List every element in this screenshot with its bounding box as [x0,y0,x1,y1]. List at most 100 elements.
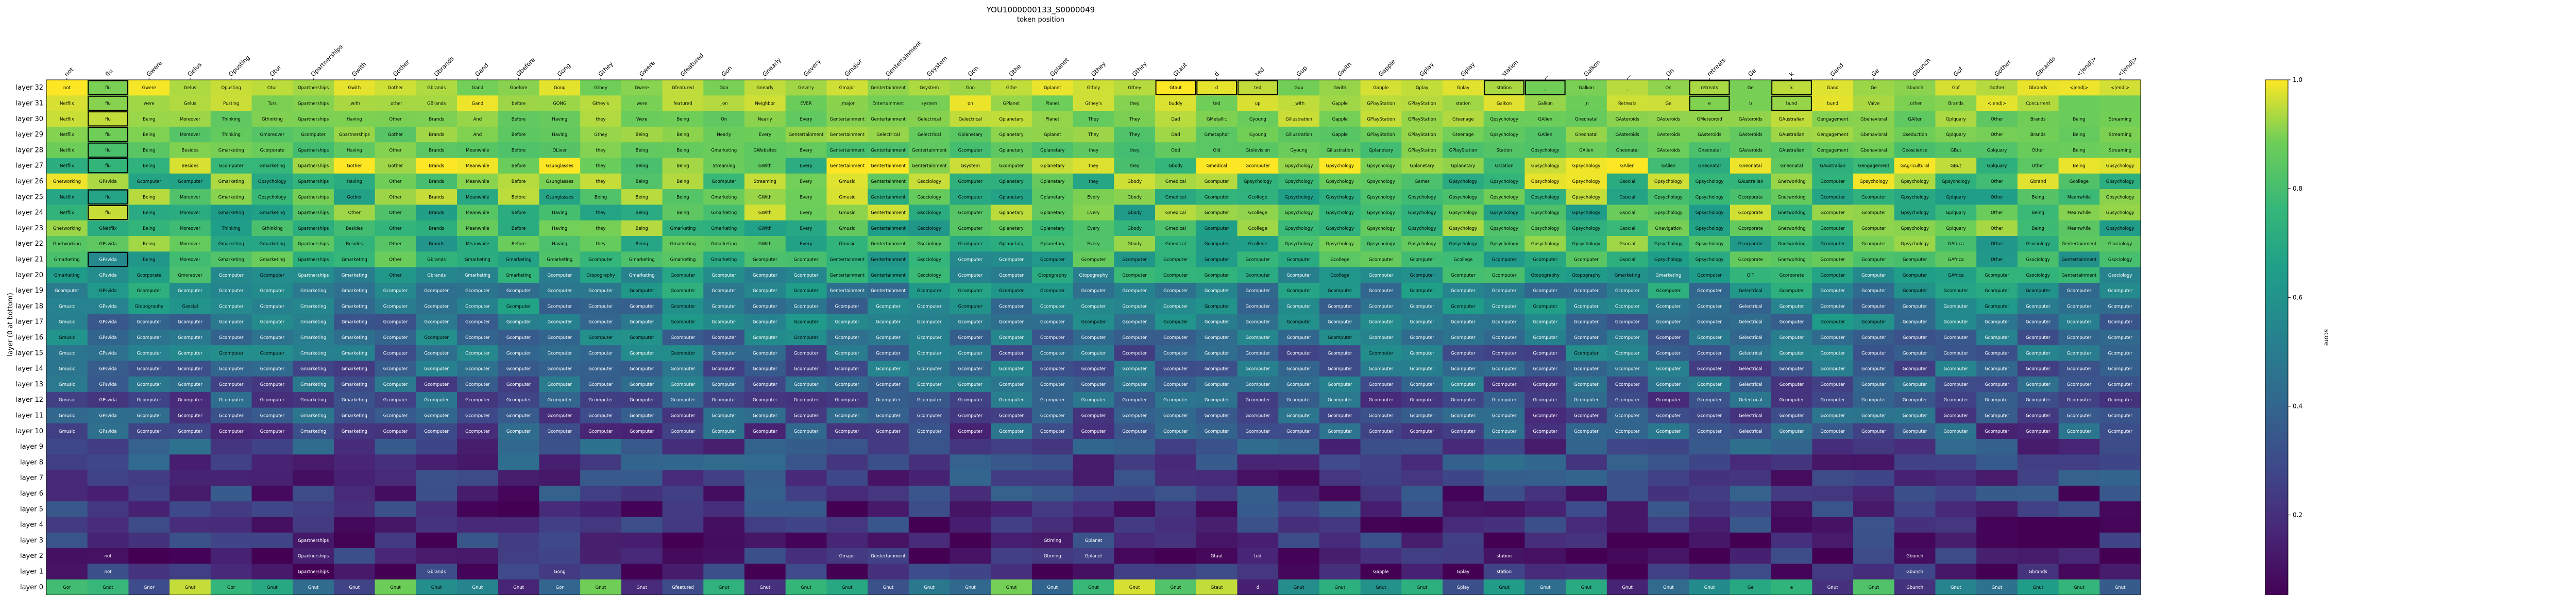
heatmap-cell [1976,423,2018,439]
heatmap-cell [1073,361,1114,377]
cell-label: Gcomputer [753,257,777,262]
heatmap-cell [991,345,1032,361]
heatmap-cell [2017,392,2059,408]
heatmap-cell [1812,158,1854,174]
heatmap-cell [46,376,88,393]
cell-label: Gcomputer [1861,398,1886,403]
heatmap-cell [1196,564,1238,580]
heatmap-cell [991,392,1032,408]
cell-label: Gnut [513,585,524,590]
cell-label: Gcomputer [1697,288,1722,294]
cell-label: Gplanetary [1040,164,1064,169]
heatmap-cell [539,392,581,408]
cell-label: Netflix [60,148,74,153]
heatmap-cell [703,236,745,252]
cell-label: Gnetworking [1777,211,1805,216]
heatmap-cell [1689,501,1731,517]
heatmap-cell [375,485,416,502]
x-tick-label: Gwith [1336,61,1353,78]
heatmap-cell [1155,173,1197,190]
heatmap-cell [991,501,1032,517]
cell-label: Gneonatal [1575,117,1598,122]
cell-label: Gentertainment [871,242,906,247]
cell-label: Geoscience [1902,148,1927,153]
cell-label: GAlien [1538,117,1552,122]
cell-label: Gsociology [2026,257,2050,262]
cell-label: Neighbor [755,101,775,106]
cell-label: Planet [1045,117,1059,122]
cell-label: Gcomputer [1163,335,1188,341]
cell-label: Gcomputer [1410,429,1434,434]
heatmap-cell [539,407,581,424]
heatmap-cell [1730,548,1772,564]
cell-label: Dad [1171,117,1180,122]
heatmap-cell [1771,407,1812,424]
cell-label: Other [389,179,402,184]
cell-label: Gentertainment [871,117,906,122]
cell-label: featured [673,101,692,106]
heatmap-cell [1689,95,1731,112]
heatmap-cell [1196,345,1238,361]
cell-label: Gcomputer [999,414,1024,419]
heatmap-cell [1853,532,1895,549]
cell-label: Gcomputer [1369,414,1394,419]
cell-label: Gnut [1294,585,1304,590]
heatmap-cell [1524,282,1566,299]
heatmap-cell [1648,314,1689,330]
heatmap-cell [416,189,457,205]
cell-label: flu [105,86,111,91]
cell-label: Gcomputer [1081,335,1106,341]
heatmap-cell [1443,189,1484,205]
heatmap-cell [2058,392,2100,408]
heatmap-cell [1114,438,1156,455]
cell-label: Being [143,226,155,231]
cell-label: Gcomputer [1163,414,1188,419]
heatmap-cell [908,485,951,502]
cell-label: Gcomputer [1780,288,1804,294]
cell-label: Gcomputer [794,367,819,372]
cell-label: Gtopography [1531,273,1560,278]
cell-label: Gcomputer [958,257,983,262]
cell-label: Gmarketing [711,242,737,247]
cell-label: Gpsychology [1531,195,1560,200]
heatmap-cell [662,173,704,190]
cell-label: Gcomputer [958,288,983,294]
cell-label: Every [800,211,812,216]
cell-label: Gevery [798,86,814,91]
heatmap-cell [210,454,252,471]
heatmap-cell [1566,548,1607,564]
cell-label: Gcomputer [999,367,1024,372]
cell-label: Gcomputer [835,304,859,309]
heatmap-cell [1401,298,1443,315]
cell-label: Gcomputer [1903,367,1927,372]
cell-label: _other [1907,101,1922,106]
heatmap-cell [1976,298,2018,315]
cell-label: Brands [429,179,444,184]
cell-label: Nearly [717,132,731,138]
cell-label: Gcomputer [1286,429,1311,434]
heatmap-cell [1648,236,1689,252]
cell-label: Gnut [472,585,483,590]
heatmap-cell [1114,532,1156,549]
cell-label: Gother [347,195,362,200]
heatmap-cell [1606,345,1649,361]
heatmap-cell [1360,564,1402,580]
cell-label: Gmarketing [218,257,244,262]
cell-label: Gcomputer [1369,304,1394,309]
cell-label: ted [1213,101,1221,106]
cell-label: Gcomputer [876,414,901,419]
cell-label: Gcomputer [711,179,736,184]
cell-label: Gelectrical [1739,382,1762,387]
heatmap-cell [826,361,868,377]
cell-label: Gnearly [756,86,773,91]
heatmap-cell [908,423,951,439]
heatmap-cell [1976,173,2018,190]
heatmap-cell [950,189,991,205]
heatmap-cell [991,205,1032,221]
heatmap-cell [2099,485,2141,502]
heatmap-cell [87,564,129,580]
heatmap-cell [908,392,951,408]
cell-label: Being [143,195,155,200]
cell-label: they [1130,164,1140,169]
heatmap-cell [1935,158,1977,174]
